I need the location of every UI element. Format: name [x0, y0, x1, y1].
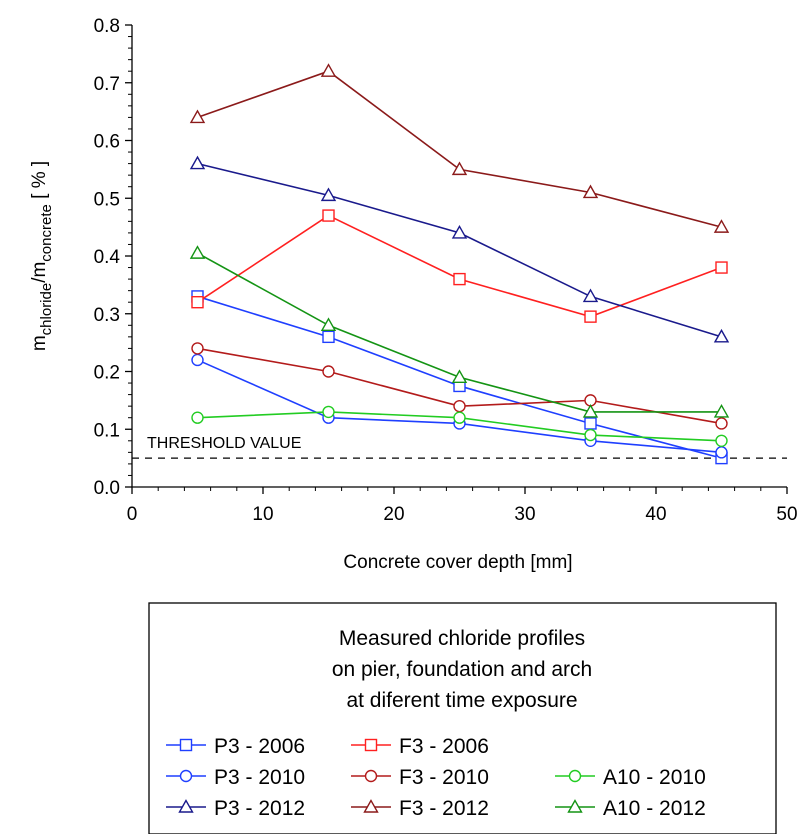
data-point-f3-2006 [453, 272, 466, 286]
data-point-p3-2012 [451, 224, 468, 239]
data-point-f3-2012 [582, 184, 599, 199]
data-point-p3-2006 [584, 417, 597, 430]
threshold-label: THRESHOLD VALUE [147, 435, 301, 452]
legend-entry-f3-2006: F3 - 2006 [351, 735, 489, 758]
series-line-f3-2012 [197, 70, 722, 228]
x-tick-label: 30 [514, 504, 535, 525]
series [189, 63, 730, 465]
data-point-a10-2010 [715, 434, 728, 447]
legend: Measured chloride profiles on pier, foun… [148, 602, 777, 834]
ticks: 0 10 20 30 40 50 0.0 0.1 0.2 0.3 0.4 0.5 0.6 0.7 0.8 [94, 16, 798, 525]
y-tick-label: 0.1 [94, 420, 120, 441]
legend-marker [567, 799, 583, 813]
data-point-f3-2006 [191, 296, 204, 309]
data-point-f3-2010 [453, 399, 466, 413]
data-point-f3-2006 [322, 209, 335, 222]
data-point-f3-2012 [713, 219, 730, 233]
x-tick-label: 50 [776, 504, 797, 525]
legend-marker [364, 769, 378, 783]
y-tick-label: 0.0 [94, 478, 120, 499]
data-point-a10-2012 [189, 245, 206, 259]
legend-label: P3 - 2012 [214, 797, 305, 820]
legend-marker [363, 799, 379, 813]
legend-title-line-1: Measured chloride profiles [339, 627, 585, 650]
series-a10-2010 [191, 405, 728, 447]
series-p3-2012 [189, 155, 730, 343]
legend-label: P3 - 2006 [214, 735, 305, 758]
series-f3-2006 [191, 209, 728, 323]
legend-label: A10 - 2012 [603, 797, 706, 820]
legend-marker [179, 769, 193, 783]
data-point-p3-2012 [582, 288, 599, 303]
y-tick-label: 0.2 [94, 363, 120, 384]
data-point-f3-2012 [320, 63, 337, 77]
data-point-f3-2010 [191, 342, 204, 355]
x-tick-label: 0 [127, 504, 138, 525]
legend-frame [148, 602, 777, 834]
legend-entry-f3-2010: F3 - 2010 [351, 766, 489, 789]
series-f3-2012 [189, 63, 730, 233]
legend-marker [364, 738, 378, 752]
legend-entry-a10-2010: A10 - 2010 [555, 766, 706, 789]
y-tick-label: 0.6 [94, 132, 120, 153]
legend-label: F3 - 2010 [399, 766, 489, 789]
data-point-f3-2012 [451, 161, 468, 176]
data-point-p3-2012 [189, 155, 206, 170]
y-tick-label: 0.8 [94, 16, 120, 37]
data-point-a10-2012 [320, 317, 337, 331]
data-point-f3-2010 [715, 417, 728, 430]
legend-title-line-3: at diferent time exposure [346, 689, 577, 712]
data-point-a10-2012 [582, 404, 599, 418]
x-tick-label: 20 [383, 504, 404, 525]
data-point-a10-2010 [191, 411, 204, 424]
y-tick-label: 0.3 [94, 305, 120, 326]
data-point-p3-2010 [191, 353, 204, 367]
data-point-f3-2012 [189, 109, 206, 124]
data-point-a10-2012 [451, 369, 468, 383]
data-point-p3-2012 [713, 328, 730, 343]
legend-marker [178, 799, 194, 813]
legend-entry-f3-2012: F3 - 2012 [351, 797, 489, 820]
data-point-f3-2006 [715, 261, 728, 274]
legend-label: P3 - 2010 [214, 766, 305, 789]
data-point-f3-2010 [322, 365, 335, 378]
legend-entry-p3-2006: P3 - 2006 [166, 735, 305, 758]
threshold: THRESHOLD VALUE [132, 435, 787, 459]
y-tick-label: 0.7 [94, 74, 120, 95]
legend-title-line-2: on pier, foundation and arch [332, 658, 592, 681]
y-tick-label: 0.4 [94, 247, 121, 268]
legend-entry-a10-2012: A10 - 2012 [555, 797, 706, 820]
x-tick-label: 10 [252, 504, 273, 525]
data-point-p3-2006 [322, 330, 335, 344]
legend-label: A10 - 2010 [603, 766, 706, 789]
data-point-p3-2012 [320, 187, 337, 202]
legend-marker [179, 738, 193, 752]
data-point-a10-2010 [453, 411, 466, 424]
y-tick-label: 0.5 [94, 189, 120, 210]
data-point-p3-2010 [715, 446, 728, 459]
legend-label: F3 - 2012 [399, 797, 489, 820]
legend-entry-p3-2012: P3 - 2012 [166, 797, 305, 820]
data-point-f3-2006 [584, 310, 597, 323]
legend-entries: P3 - 2006 F3 - 2006 P3 - 2010 F3 - 2010 A10 … [166, 735, 706, 820]
x-tick-label: 40 [645, 504, 666, 525]
y-axis-title: mchloride/mconcrete [ % ] [29, 161, 55, 351]
x-axis-title: Concrete cover depth [mm] [343, 552, 572, 573]
legend-marker [568, 769, 582, 783]
data-point-a10-2010 [322, 405, 335, 419]
series-a10-2012 [189, 245, 730, 418]
data-point-a10-2012 [713, 404, 730, 418]
legend-entry-p3-2010: P3 - 2010 [166, 766, 305, 789]
legend-label: F3 - 2006 [399, 735, 489, 758]
data-point-a10-2010 [584, 428, 597, 442]
